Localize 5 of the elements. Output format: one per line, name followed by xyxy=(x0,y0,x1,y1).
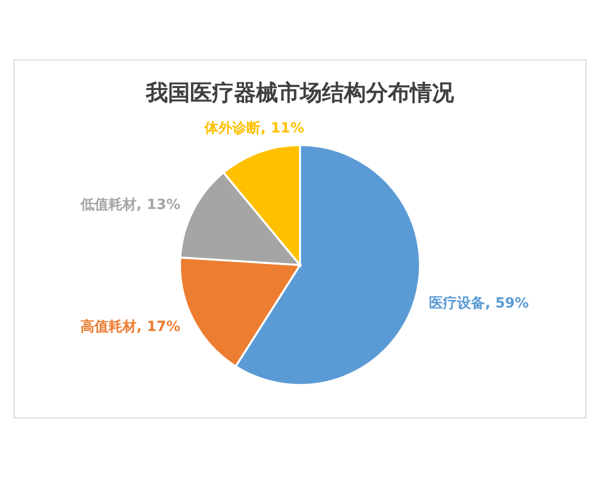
slice-label: 高值耗材, 17% xyxy=(80,318,180,336)
slice-label: 低值耗材, 13% xyxy=(80,196,180,213)
slice-label: 医疗设备, 59% xyxy=(429,294,529,312)
chart-title: 我国医疗器械市场结构分布情况 xyxy=(145,80,455,106)
slice-label: 体外诊断, 11% xyxy=(204,120,304,137)
